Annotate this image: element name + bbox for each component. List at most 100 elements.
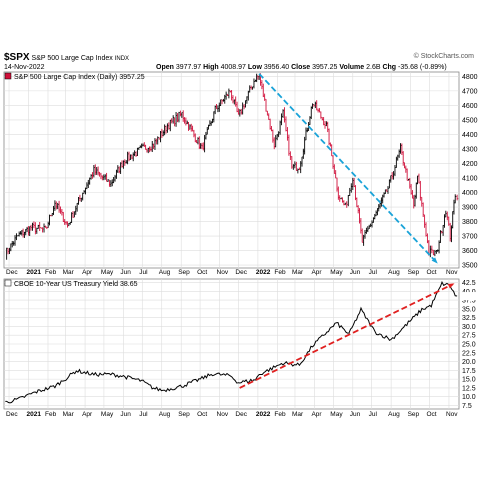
trendline-arrow: [431, 257, 438, 264]
index-name: S&P 500 Large Cap Index: [31, 55, 113, 62]
x-tick-label: Sep: [408, 411, 420, 418]
legend-swatch: [4, 72, 12, 80]
trendline-arrow: [447, 283, 455, 289]
legend-label: CBOE 10-Year US Treasury Yield 38.65: [14, 281, 138, 288]
watermark: © StockCharts.com: [413, 53, 474, 60]
y-tick-label: 4800: [462, 74, 478, 81]
x-tick-label: 2021: [27, 411, 42, 418]
exchange-code: INDX: [114, 56, 130, 62]
x-tick-label: Nov: [217, 411, 229, 418]
x-tick-label: Apr: [311, 269, 322, 276]
y-tick-label: 4400: [462, 132, 478, 139]
x-tick-label: Jul: [369, 411, 378, 418]
x-tick-label: May: [101, 411, 114, 418]
trendline: [239, 283, 454, 389]
x-tick-label: Dec: [235, 269, 247, 276]
x-tick-label: Mar: [292, 411, 304, 418]
x-tick-label: May: [330, 269, 343, 276]
high-value: 4008.97: [220, 64, 246, 71]
symbol-line: $SPX S&P 500 Large Cap Index INDX: [4, 52, 129, 63]
y-tick-label: 4300: [462, 146, 478, 153]
y-tick-label: 25.0: [462, 342, 476, 349]
low-label: Low: [247, 64, 262, 71]
x-tick-label: 2022: [256, 269, 271, 276]
x-tick-label: Feb: [274, 269, 286, 276]
x-tick-label: Aug: [388, 411, 400, 418]
chg-value: -35.68 (-0.89%): [398, 64, 447, 71]
legend-label: S&P 500 Large Cap Index (Daily) 3957.25: [14, 74, 145, 81]
high-label: High: [203, 64, 219, 71]
legend: CBOE 10-Year US Treasury Yield 38.65: [4, 279, 138, 288]
x-tick-label: Feb: [45, 269, 57, 276]
x-tick-label: Dec: [6, 269, 18, 276]
x-tick-label: Apr: [82, 269, 93, 276]
last-value-bg: [460, 292, 479, 301]
y-tick-label: 12.5: [462, 385, 476, 392]
y-tick-label: 22.5: [462, 350, 476, 357]
x-tick-label: Sep: [178, 411, 190, 418]
x-tick-label: Apr: [311, 411, 322, 418]
x-tick-label: Jun: [350, 411, 361, 418]
close-label: Close: [291, 64, 311, 71]
x-tick-label: Feb: [274, 411, 286, 418]
x-tick-label: Oct: [426, 269, 436, 276]
x-tick-label: Nov: [217, 269, 229, 276]
x-tick-label: Dec: [6, 411, 18, 418]
y-tick-label: 3700: [462, 234, 478, 241]
x-tick-label: Nov: [446, 269, 458, 276]
x-tick-label: Jul: [369, 269, 378, 276]
ticker-symbol: $SPX: [4, 52, 30, 63]
ohlc-series: [6, 73, 459, 260]
close-value: 3957.25: [312, 64, 338, 71]
x-tick-label: May: [330, 411, 343, 418]
yield-line: [5, 280, 458, 404]
open-label: Open: [156, 64, 174, 71]
y-tick-label: 17.5: [462, 368, 476, 375]
y-tick-label: 4700: [462, 88, 478, 95]
legend-swatch: [4, 279, 12, 287]
ohlc-summary: Open 3977.97 High 4008.97 Low 3956.40 Cl…: [156, 64, 447, 71]
x-tick-label: Jul: [139, 269, 148, 276]
legend: S&P 500 Large Cap Index (Daily) 3957.25: [4, 72, 145, 81]
y-tick-label: 3600: [462, 248, 478, 255]
plot-area: [3, 71, 460, 269]
y-tick-label: 3500: [462, 263, 478, 270]
quote-date: 14-Nov-2022: [4, 64, 45, 71]
y-tick-label: 7.5: [462, 403, 472, 410]
volume-label: Volume: [339, 64, 365, 71]
x-tick-label: Oct: [197, 269, 207, 276]
x-tick-label: Sep: [178, 269, 190, 276]
x-tick-label: Aug: [159, 411, 171, 418]
y-tick-label: 4100: [462, 175, 478, 182]
open-value: 3977.97: [175, 64, 202, 71]
x-tick-label: Aug: [388, 269, 400, 276]
x-tick-label: May: [101, 269, 114, 276]
y-tick-label: 10.0: [462, 394, 476, 401]
x-tick-label: Apr: [82, 411, 93, 418]
last-value-bg: [460, 194, 479, 203]
x-tick-label: Jul: [139, 411, 148, 418]
x-tick-label: 2021: [27, 269, 42, 276]
trendline: [258, 73, 438, 263]
y-tick-label: 37.5: [462, 298, 476, 305]
y-tick-label: 4500: [462, 117, 478, 124]
y-tick-label: 32.5: [462, 315, 476, 322]
x-tick-label: Jun: [120, 411, 131, 418]
y-tick-label: 35.0: [462, 306, 476, 313]
x-tick-label: Jun: [350, 269, 361, 276]
y-tick-label: 15.0: [462, 377, 476, 384]
y-tick-label: 4000: [462, 190, 478, 197]
x-tick-label: Sep: [408, 269, 420, 276]
y-tick-label: 42.5: [462, 280, 476, 287]
x-tick-label: Feb: [45, 411, 57, 418]
y-tick-label: 30.0: [462, 324, 476, 331]
volume-value: 2.6B: [366, 64, 381, 71]
x-tick-label: Dec: [235, 411, 247, 418]
y-tick-label: 20.0: [462, 359, 476, 366]
x-tick-label: Aug: [159, 269, 171, 276]
x-tick-label: Nov: [446, 411, 458, 418]
y-tick-label: 4600: [462, 103, 478, 110]
x-tick-label: Oct: [426, 411, 436, 418]
y-tick-label: 27.5: [462, 333, 476, 340]
